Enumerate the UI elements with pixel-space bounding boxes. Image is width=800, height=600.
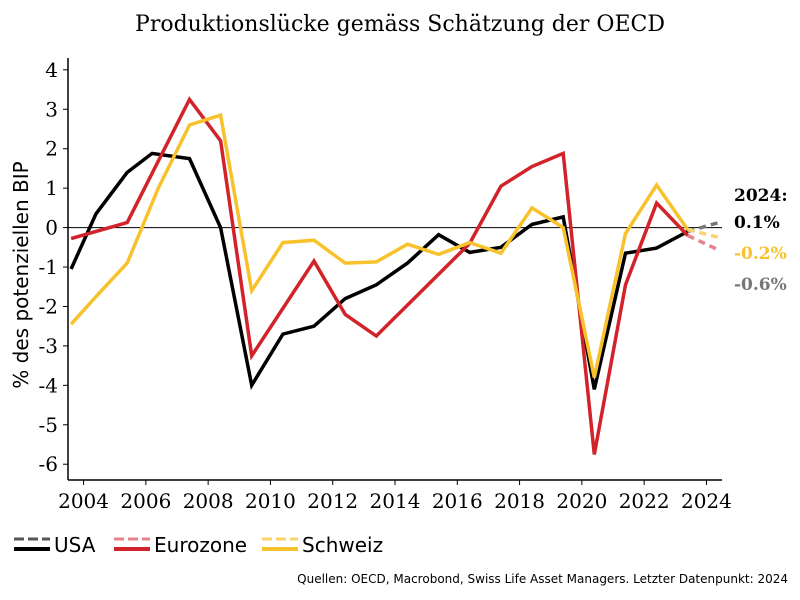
x-tick-label: 2024	[681, 489, 732, 513]
annotation-value-schweiz: -0.2%	[734, 244, 787, 264]
x-tick-label: 2010	[245, 489, 296, 513]
x-tick-label: 2012	[307, 489, 358, 513]
x-tick-label: 2004	[58, 489, 109, 513]
y-tick-label: 0	[45, 216, 58, 240]
source-note: Quellen: OECD, Macrobond, Swiss Life Ass…	[297, 572, 788, 586]
series-forecast-eurozone	[686, 233, 720, 252]
y-tick-label: -6	[39, 452, 58, 476]
legend-label-eurozone: Eurozone	[154, 533, 247, 557]
y-tick-label: -2	[39, 294, 58, 318]
y-tick-label: 2	[45, 137, 58, 161]
y-tick-labels: 4 3 2 1 0 -1 -2 -3 -4 -5 -6	[39, 58, 58, 476]
series-line-eurozone	[70, 96, 689, 455]
annotation-header: 2024:	[734, 186, 788, 206]
series-forecast-schweiz	[687, 227, 720, 240]
y-tick-label: 1	[45, 176, 58, 200]
annotation-value-eurozone: -0.6%	[734, 275, 787, 295]
y-tick-label: -3	[39, 334, 58, 358]
y-tick-label: -4	[39, 373, 58, 397]
annotation-value-usa: 0.1%	[734, 213, 780, 233]
x-tick-label: 2014	[370, 489, 421, 513]
axes	[63, 58, 722, 485]
x-tick-label: 2018	[494, 489, 545, 513]
x-tick-label: 2020	[556, 489, 607, 513]
chart-title: Produktionslücke gemäss Schätzung der OE…	[135, 12, 665, 37]
y-tick-label: 4	[45, 58, 58, 82]
x-tick-label: 2022	[619, 489, 670, 513]
series-line-usa	[69, 151, 689, 391]
x-tick-labels: 2004 2006 2008 2010 2012 2014 2016 2018 2020 2022…	[58, 489, 732, 513]
series-line-schweiz	[69, 112, 690, 378]
series-lines	[69, 96, 720, 455]
legend: USA Eurozone Schweiz	[14, 533, 383, 557]
annotation-2024: 2024: 0.1% -0.2% -0.6%	[734, 186, 788, 295]
legend-label-schweiz: Schweiz	[302, 533, 383, 557]
y-tick-label: 3	[45, 97, 58, 121]
y-axis-label: % des potenziellen BIP	[9, 161, 33, 388]
x-tick-label: 2006	[120, 489, 171, 513]
y-tick-label: -1	[39, 255, 58, 279]
x-tick-label: 2008	[183, 489, 234, 513]
legend-label-usa: USA	[54, 533, 96, 557]
y-tick-label: -5	[39, 413, 58, 437]
x-tick-label: 2016	[432, 489, 483, 513]
